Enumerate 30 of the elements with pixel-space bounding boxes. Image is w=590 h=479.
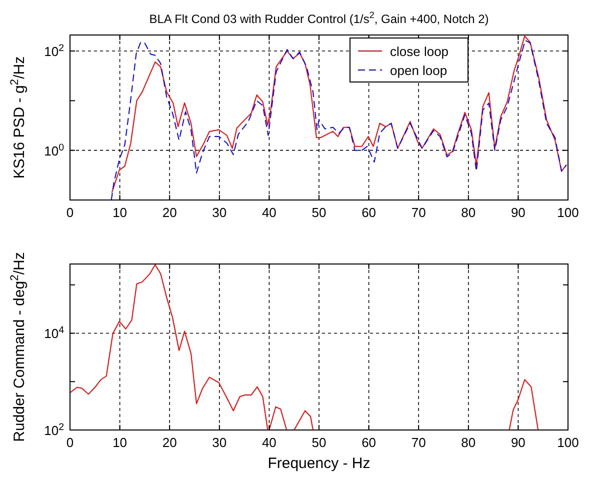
x-axis-title: Frequency - Hz [268, 455, 370, 472]
x-tick-label: 70 [411, 435, 426, 450]
x-tick-label: 20 [162, 205, 177, 220]
y-tick-label: 10$^{2}$ [44, 42, 64, 60]
legend-label: open loop [390, 63, 448, 78]
x-tick-label: 60 [362, 205, 376, 220]
x-tick-label: 30 [212, 205, 227, 220]
chart-title: BLA Flt Cond 03 with Rudder Control (1/s$^{2}$, Gain +400, Notch 2) [149, 10, 489, 26]
x-tick-label: 30 [212, 435, 227, 450]
x-tick-label: 80 [461, 435, 476, 450]
x-tick-label: 70 [411, 205, 426, 220]
x-tick-label: 100 [557, 205, 579, 220]
legend-label: close loop [390, 44, 449, 59]
x-tick-label: 50 [312, 205, 326, 220]
x-tick-label: 100 [557, 435, 579, 450]
x-tick-label: 0 [66, 435, 74, 450]
x-tick-label: 40 [262, 205, 276, 220]
y-tick-label: 10$^{4}$ [44, 324, 65, 342]
x-tick-label: 90 [510, 435, 526, 450]
x-tick-label: 80 [461, 205, 476, 220]
x-tick-label: 40 [262, 435, 276, 450]
y-tick-label: 10$^{0}$ [44, 142, 65, 158]
y-tick-label: 10$^{2}$ [44, 422, 64, 438]
x-tick-label: 50 [312, 435, 326, 450]
x-tick-label: 60 [362, 435, 376, 450]
x-tick-label: 90 [510, 205, 526, 220]
x-tick-label: 20 [162, 435, 177, 450]
x-tick-label: 10 [112, 435, 128, 450]
x-tick-label: 0 [66, 205, 74, 220]
x-tick-label: 10 [112, 205, 128, 220]
